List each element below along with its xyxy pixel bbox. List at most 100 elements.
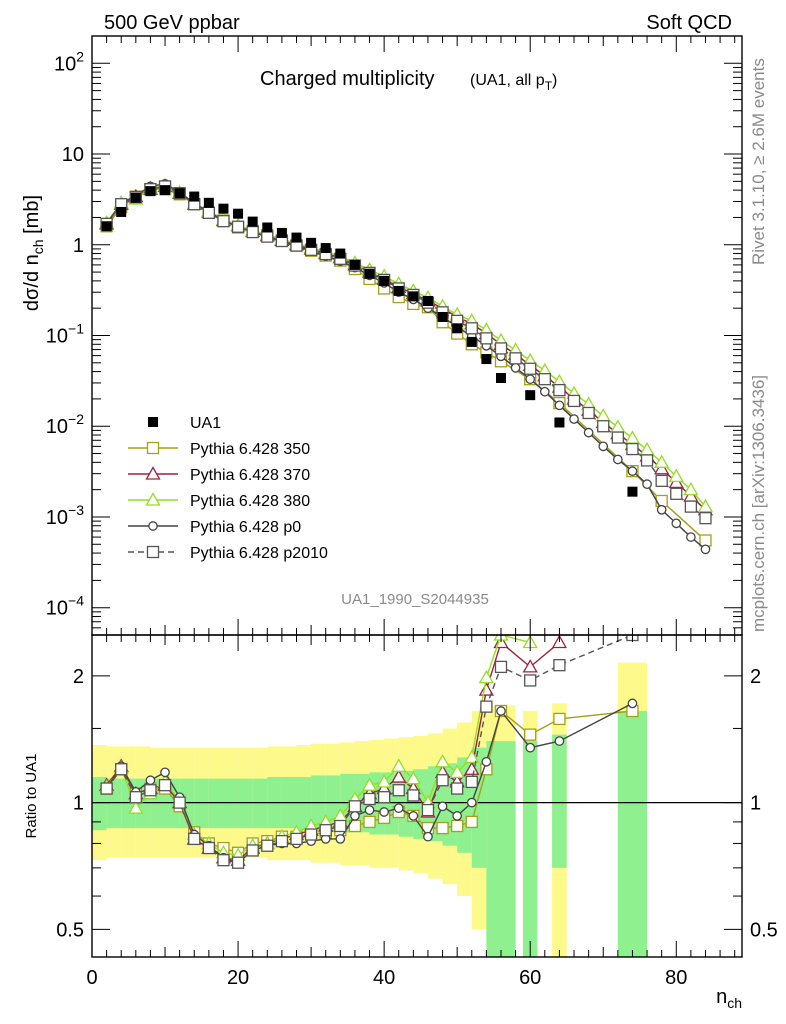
data-point bbox=[335, 248, 346, 259]
data-point bbox=[160, 185, 171, 196]
main-point bbox=[686, 532, 696, 542]
ratio-plot-frame bbox=[91, 634, 743, 958]
ratio-point bbox=[423, 831, 433, 842]
ratio-y-axis-label: Ratio to UA1 bbox=[23, 753, 40, 838]
band-green bbox=[208, 778, 224, 829]
data-point bbox=[481, 354, 492, 365]
legend-label: Pythia 6.428 380 bbox=[190, 493, 310, 510]
main-point bbox=[626, 442, 639, 456]
ratio-point bbox=[290, 832, 303, 846]
legend-marker bbox=[148, 417, 158, 427]
data-point bbox=[379, 275, 390, 286]
main-point bbox=[202, 206, 216, 219]
data-point bbox=[393, 285, 404, 296]
data-points-group bbox=[101, 185, 638, 497]
x-tick-label: 20 bbox=[227, 967, 249, 989]
legend-item: UA1 bbox=[148, 415, 221, 432]
ratio-point bbox=[335, 834, 346, 844]
ratio-y-tick-label: 0.5 bbox=[56, 919, 84, 941]
ratio-point bbox=[421, 803, 435, 817]
ratio-point bbox=[553, 659, 566, 672]
ratio-point bbox=[261, 839, 274, 852]
data-point bbox=[116, 206, 127, 217]
main-series-line bbox=[106, 188, 706, 542]
x-tick-label: 60 bbox=[519, 967, 541, 989]
main-y-axis-label: dσ/d nch [mb] bbox=[21, 195, 46, 311]
legend-item: Pythia 6.428 350 bbox=[128, 441, 310, 458]
main-point bbox=[597, 420, 610, 433]
ratio-point bbox=[348, 800, 362, 813]
band-green bbox=[617, 711, 648, 957]
data-point bbox=[145, 186, 156, 197]
ratio-y-tick-label: 2 bbox=[73, 666, 84, 688]
main-point bbox=[642, 479, 652, 489]
data-point bbox=[364, 268, 375, 279]
ratio-point bbox=[407, 789, 420, 802]
main-point bbox=[610, 419, 626, 433]
legend-marker bbox=[145, 466, 161, 480]
ratio-point bbox=[128, 800, 144, 814]
side-info-bottom: mcplots.cern.ch [arXiv:1306.3436] bbox=[749, 375, 768, 632]
legend-item: Pythia 6.428 380 bbox=[128, 492, 310, 510]
ratio-point bbox=[173, 796, 186, 809]
data-point bbox=[174, 188, 185, 199]
main-point bbox=[697, 498, 714, 513]
main-point bbox=[553, 383, 566, 397]
legend: UA1 Pythia 6.428 350 Pythia 6.428 370 Pythi… bbox=[128, 415, 328, 562]
data-point bbox=[101, 221, 112, 232]
y-tick-label: 10−2 bbox=[46, 411, 84, 438]
main-point bbox=[654, 454, 670, 468]
ratio-axis-ticks: 0.5 0.51 12 20 20 40 60 80 bbox=[56, 635, 778, 989]
main-point bbox=[699, 534, 712, 547]
band-green bbox=[223, 778, 239, 829]
band-green bbox=[486, 741, 501, 957]
data-point bbox=[495, 373, 506, 384]
ratio-point bbox=[202, 841, 216, 855]
data-point bbox=[233, 208, 244, 219]
data-point bbox=[422, 296, 433, 307]
ratio-point bbox=[350, 811, 360, 821]
main-point bbox=[582, 406, 595, 420]
ratio-point bbox=[481, 756, 492, 767]
ratio-point bbox=[334, 819, 347, 833]
ratio-point bbox=[319, 824, 332, 837]
ratio-point bbox=[524, 674, 537, 687]
ratio-point bbox=[275, 835, 289, 848]
legend-marker bbox=[145, 492, 161, 506]
main-point bbox=[671, 518, 682, 529]
legend-label: Pythia 6.428 350 bbox=[190, 441, 310, 458]
main-point bbox=[624, 430, 641, 444]
y-tick-label: 10 bbox=[62, 144, 84, 166]
main-point bbox=[595, 408, 611, 422]
ratio-point bbox=[496, 706, 506, 716]
ratio-point bbox=[627, 698, 638, 709]
legend-item: Pythia 6.428 p0 bbox=[128, 519, 301, 536]
data-point bbox=[276, 227, 287, 238]
main-point bbox=[261, 230, 274, 243]
main-point bbox=[539, 386, 550, 397]
plot-title: Charged multiplicity (UA1, all pT) bbox=[260, 68, 557, 93]
main-point bbox=[655, 474, 668, 488]
ratio-y-tick-label-right: 2 bbox=[750, 666, 761, 688]
data-point bbox=[203, 197, 214, 208]
band-green bbox=[238, 778, 253, 829]
main-point bbox=[231, 220, 245, 233]
legend-marker bbox=[146, 545, 160, 559]
main-point bbox=[627, 466, 638, 476]
band-green bbox=[552, 734, 567, 868]
data-point bbox=[189, 191, 200, 202]
band-green bbox=[252, 778, 268, 829]
ratio-point bbox=[522, 659, 538, 673]
data-point bbox=[408, 291, 419, 302]
y-tick-label: 1 bbox=[73, 235, 84, 257]
data-point bbox=[262, 222, 273, 233]
legend-label: Pythia 6.428 p0 bbox=[190, 519, 301, 536]
side-info-top: Rivet 3.1.10, ≥ 2.6M events bbox=[749, 58, 768, 265]
analysis-label: UA1_1990_S2044935 bbox=[341, 591, 489, 608]
ratio-point bbox=[364, 805, 375, 815]
legend-marker bbox=[148, 521, 158, 531]
main-axis-ticks: 10−4 10−3 10−2 10−1 1 10 102 bbox=[46, 35, 742, 636]
legend-item: Pythia 6.428 370 bbox=[128, 466, 310, 484]
ratio-point bbox=[524, 728, 537, 741]
main-point bbox=[639, 441, 655, 456]
